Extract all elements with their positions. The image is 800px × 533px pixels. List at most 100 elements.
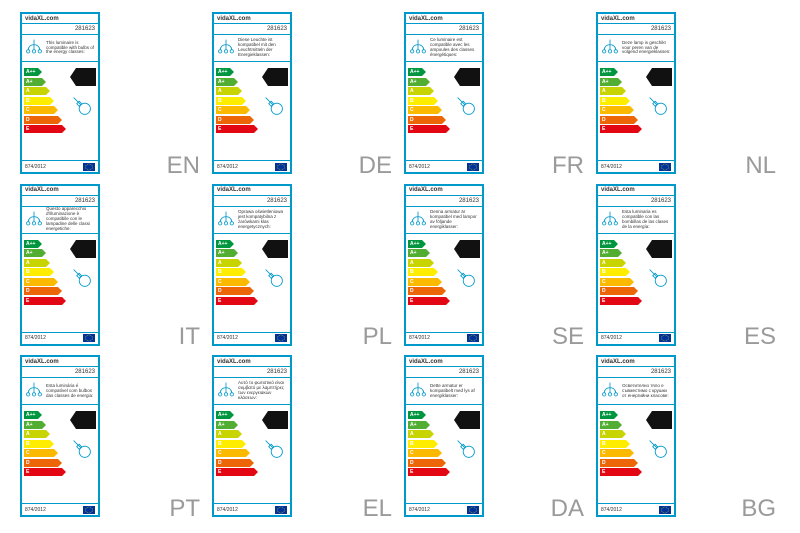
language-code: BG bbox=[741, 495, 776, 523]
product-code: 281623 bbox=[22, 24, 98, 34]
energy-label-card: vidaXL.com 281623 Осветително тяло е съв… bbox=[596, 355, 676, 517]
energy-class-label: D bbox=[410, 117, 414, 123]
compatibility-row: Deze lamp is geschikt voor peren van de … bbox=[598, 34, 674, 62]
eu-flag-icon bbox=[83, 163, 95, 171]
bulb-icon bbox=[644, 92, 672, 125]
energy-label-card: vidaXL.com 281623 Denna armatur är kompa… bbox=[404, 184, 484, 346]
selected-class-arrow bbox=[454, 411, 480, 434]
energy-class-label: B bbox=[410, 441, 414, 447]
energy-label-cell: vidaXL.com 281623 Oprawa oświetleniowa j… bbox=[212, 184, 396, 350]
label-footer: 874/2012 bbox=[214, 160, 290, 172]
regulation-text: 874/2012 bbox=[25, 164, 46, 170]
regulation-text: 874/2012 bbox=[409, 335, 430, 341]
energy-class-label: A bbox=[218, 88, 222, 94]
energy-class-label: C bbox=[410, 450, 414, 456]
label-footer: 874/2012 bbox=[406, 332, 482, 344]
energy-class-label: A bbox=[26, 88, 30, 94]
energy-class-label: D bbox=[218, 117, 222, 123]
energy-class-label: D bbox=[602, 460, 606, 466]
product-code: 281623 bbox=[214, 196, 290, 206]
eu-flag-icon bbox=[659, 506, 671, 514]
energy-label-cell: vidaXL.com 281623 Diese Leuchte ist komp… bbox=[212, 12, 396, 178]
energy-class-label: E bbox=[218, 469, 221, 475]
language-code: IT bbox=[179, 323, 200, 351]
energy-label-card: vidaXL.com 281623 Questo apparecchio d'i… bbox=[20, 184, 100, 346]
energy-class-label: A++ bbox=[218, 412, 227, 418]
energy-class-label: A+ bbox=[410, 79, 417, 85]
regulation-text: 874/2012 bbox=[217, 507, 238, 513]
product-code: 281623 bbox=[214, 24, 290, 34]
energy-label-card: vidaXL.com 281623 Αυτό το φωτιστικό είνα… bbox=[212, 355, 292, 517]
label-footer: 874/2012 bbox=[598, 332, 674, 344]
compatibility-row: Oprawa oświetleniowa jest kompatybilna z… bbox=[214, 206, 290, 234]
chandelier-icon bbox=[24, 210, 44, 230]
compatibility-row: Esta luminária é compatível com bulbos d… bbox=[22, 377, 98, 405]
product-code: 281623 bbox=[406, 24, 482, 34]
energy-class-label: A+ bbox=[410, 250, 417, 256]
language-code: FR bbox=[552, 152, 584, 180]
energy-class-arrow: E bbox=[24, 297, 96, 305]
energy-class-label: A bbox=[218, 431, 222, 437]
bulb-icon bbox=[452, 264, 480, 297]
compatibility-text: Questo apparecchio d'illuminazione è com… bbox=[46, 207, 96, 232]
brand-logo: vidaXL.com bbox=[406, 14, 482, 24]
energy-class-label: A bbox=[410, 431, 414, 437]
energy-class-label: E bbox=[602, 298, 605, 304]
compatibility-text: Denna armatur är kompatibel med lampor a… bbox=[430, 210, 480, 230]
energy-class-label: C bbox=[218, 450, 222, 456]
energy-class-label: D bbox=[26, 288, 30, 294]
energy-label-card: vidaXL.com 281623 Esta luminária é compa… bbox=[20, 355, 100, 517]
energy-class-label: A bbox=[26, 260, 30, 266]
energy-class-label: D bbox=[26, 460, 30, 466]
energy-label-card: vidaXL.com 281623 Oprawa oświetleniowa j… bbox=[212, 184, 292, 346]
chandelier-icon bbox=[408, 38, 428, 58]
energy-class-label: C bbox=[410, 279, 414, 285]
energy-class-label: C bbox=[26, 279, 30, 285]
brand-logo: vidaXL.com bbox=[22, 14, 98, 24]
energy-label-cell: vidaXL.com 281623 Deze lamp is geschikt … bbox=[596, 12, 780, 178]
energy-class-arrow: E bbox=[216, 297, 288, 305]
product-code: 281623 bbox=[406, 196, 482, 206]
energy-label-cell: vidaXL.com 281623 Dette armatur er kompa… bbox=[404, 355, 588, 521]
bulb-icon bbox=[452, 435, 480, 468]
label-footer: 874/2012 bbox=[214, 332, 290, 344]
eu-flag-icon bbox=[467, 163, 479, 171]
compatibility-text: Dette armatur er kompatibelt med lys af … bbox=[430, 384, 480, 399]
energy-class-label: D bbox=[410, 288, 414, 294]
regulation-text: 874/2012 bbox=[217, 164, 238, 170]
eu-flag-icon bbox=[467, 334, 479, 342]
energy-label-cell: vidaXL.com 281623 Осветително тяло е съв… bbox=[596, 355, 780, 521]
eu-flag-icon bbox=[275, 163, 287, 171]
brand-logo: vidaXL.com bbox=[214, 14, 290, 24]
eu-flag-icon bbox=[467, 506, 479, 514]
selected-class-arrow bbox=[262, 68, 288, 91]
regulation-text: 874/2012 bbox=[601, 164, 622, 170]
energy-class-label: C bbox=[410, 107, 414, 113]
energy-class-label: A+ bbox=[218, 422, 225, 428]
bulb-icon bbox=[68, 92, 96, 125]
energy-class-label: B bbox=[26, 269, 30, 275]
compatibility-text: Deze lamp is geschikt voor peren van de … bbox=[622, 41, 672, 56]
compatibility-text: Esta luminaria es compatible con las bom… bbox=[622, 210, 672, 230]
language-code: ES bbox=[744, 323, 776, 351]
energy-class-label: A++ bbox=[218, 69, 227, 75]
eu-flag-icon bbox=[83, 334, 95, 342]
selected-class-arrow bbox=[262, 240, 288, 263]
energy-class-arrow: E bbox=[600, 297, 672, 305]
energy-rating-chart: A++ A+ A B C D E bbox=[214, 405, 290, 503]
energy-class-label: A+ bbox=[602, 250, 609, 256]
language-code: EN bbox=[167, 152, 200, 180]
compatibility-text: This luminaire is compatible with bulbs … bbox=[46, 41, 96, 56]
energy-rating-chart: A++ A+ A B C D E bbox=[22, 62, 98, 160]
regulation-text: 874/2012 bbox=[25, 335, 46, 341]
energy-class-arrow: E bbox=[24, 468, 96, 476]
compatibility-text: Αυτό το φωτιστικό είναι συμβατό με λαμπτ… bbox=[238, 381, 288, 401]
selected-class-arrow bbox=[70, 240, 96, 263]
energy-class-label: A++ bbox=[602, 412, 611, 418]
chandelier-icon bbox=[600, 210, 620, 230]
bulb-icon bbox=[260, 92, 288, 125]
energy-class-label: A bbox=[602, 88, 606, 94]
selected-class-arrow bbox=[646, 411, 672, 434]
selected-class-arrow bbox=[70, 411, 96, 434]
bulb-icon bbox=[452, 92, 480, 125]
